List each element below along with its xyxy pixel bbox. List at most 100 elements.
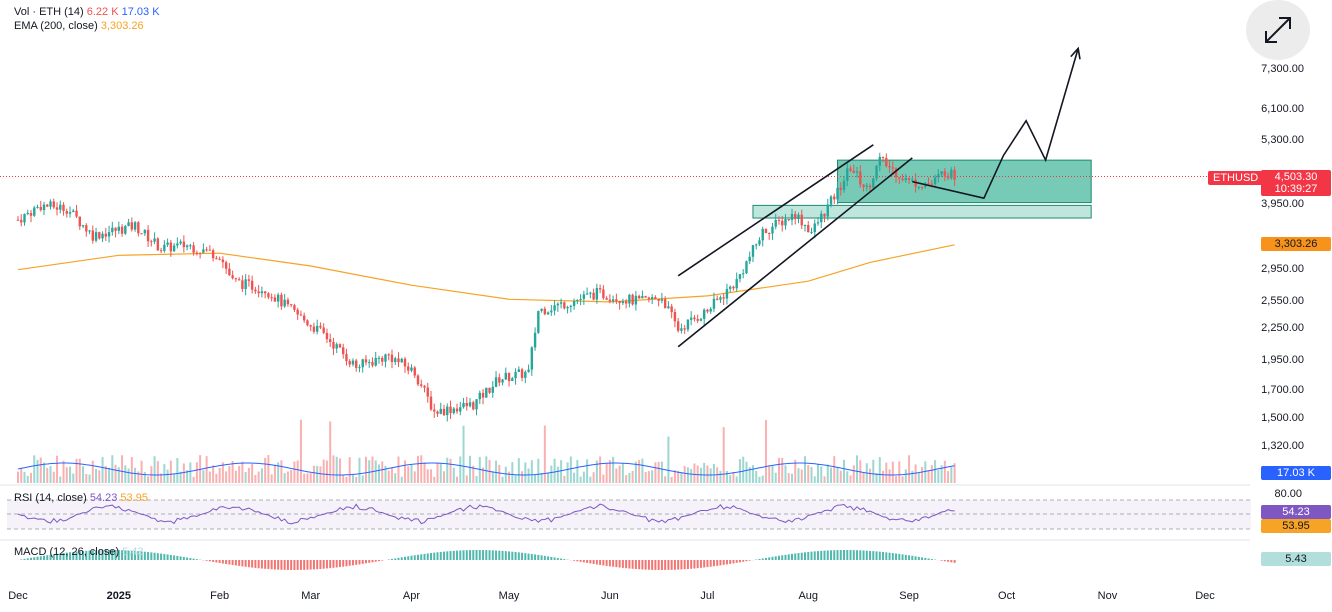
volume-bar <box>348 457 351 483</box>
macd-bar <box>377 560 380 562</box>
candle-body <box>237 279 241 281</box>
volume-bar <box>768 466 771 483</box>
candle-body <box>683 328 686 330</box>
macd-bar <box>355 560 358 565</box>
macd-bar <box>130 550 133 560</box>
price-tick: 1,950.00 <box>1261 353 1304 366</box>
candle-body <box>315 325 319 332</box>
macd-bar <box>345 560 348 567</box>
volume-bar <box>888 469 891 483</box>
macd-bar <box>358 560 361 565</box>
volume-bar <box>651 470 654 483</box>
macd-bar <box>875 551 878 560</box>
candle-body <box>88 230 91 232</box>
volume-bar <box>371 456 374 483</box>
macd-bar <box>729 560 732 564</box>
candle-body <box>72 210 75 213</box>
candle-body <box>517 369 521 372</box>
volume-bar <box>550 465 553 483</box>
volume-bar <box>335 456 338 483</box>
candle-body <box>761 228 764 241</box>
volume-bar <box>108 467 111 483</box>
macd-bar <box>241 560 244 567</box>
candle-body <box>862 184 865 187</box>
macd-bar <box>953 560 956 563</box>
volume-bar <box>56 455 59 483</box>
candle-body <box>764 228 768 233</box>
candle-body <box>777 220 781 222</box>
macd-bar <box>309 560 312 570</box>
candle-body <box>68 212 72 214</box>
macd-bar <box>504 551 507 560</box>
macd-bar <box>56 553 59 560</box>
volume-bar <box>800 469 803 483</box>
candle-body <box>442 408 446 416</box>
volume-bar <box>280 460 283 483</box>
macd-bar <box>703 560 706 568</box>
volume-bar <box>364 456 367 483</box>
candle-body <box>729 286 732 289</box>
macd-bar <box>712 560 715 567</box>
macd-bar <box>940 560 943 561</box>
volume-bar <box>309 473 312 483</box>
rsi-ma-tag: 53.95 <box>1261 519 1331 533</box>
candle-body <box>172 245 176 252</box>
macd-bar <box>423 553 426 560</box>
volume-bar <box>660 461 663 483</box>
macd-bar <box>20 559 23 560</box>
candle-body <box>624 301 628 304</box>
candle-body <box>556 303 560 306</box>
volume-bar <box>953 463 956 483</box>
macd-bar <box>101 550 104 560</box>
volume-bar <box>625 475 628 483</box>
expand-button[interactable] <box>1246 0 1310 60</box>
candle-body <box>930 183 934 185</box>
candle-body <box>722 297 725 299</box>
volume-bar <box>189 462 192 483</box>
volume-bar <box>114 464 117 483</box>
candle-body <box>137 222 140 234</box>
volume-bar <box>628 472 631 483</box>
macd-bar <box>381 560 384 561</box>
volume-bar <box>608 460 611 483</box>
volume-bar <box>238 466 241 483</box>
macd-bar <box>869 550 872 560</box>
macd-bar <box>65 552 68 560</box>
volume-bar <box>807 465 810 483</box>
macd-bar <box>108 550 111 560</box>
macd-bar <box>547 556 550 560</box>
volume-bar <box>251 464 254 483</box>
volume-bar <box>130 457 133 483</box>
candle-body <box>481 392 485 398</box>
macd-bar <box>394 558 397 560</box>
macd-bar <box>826 550 829 560</box>
volume-bar <box>338 458 341 483</box>
volume-bar <box>23 471 26 483</box>
volume-label: Vol · ETH (14) <box>14 6 84 18</box>
candle-body <box>381 357 384 362</box>
candle-body <box>143 229 147 234</box>
macd-bar <box>85 550 88 560</box>
macd-bar <box>625 560 628 569</box>
candle-body <box>904 178 908 181</box>
candle-body <box>533 332 537 348</box>
macd-bar <box>78 551 81 560</box>
volume-bar <box>452 467 455 483</box>
macd-bar <box>348 560 351 566</box>
volume-bar <box>595 460 598 483</box>
macd-bar <box>774 556 777 560</box>
volume-bar <box>644 472 647 483</box>
candle-body <box>553 305 556 311</box>
volume-bar <box>846 471 849 483</box>
macd-bar <box>117 550 120 560</box>
price-tick: 2,950.00 <box>1261 262 1304 275</box>
macd-bar <box>221 560 224 564</box>
price-tick: 5,300.00 <box>1261 133 1304 146</box>
macd-bar <box>784 554 787 560</box>
macd-bar <box>859 550 862 560</box>
volume-bar <box>634 461 637 483</box>
volume-bar <box>140 460 143 483</box>
macd-bar <box>917 556 920 560</box>
volume-bar <box>501 476 504 483</box>
